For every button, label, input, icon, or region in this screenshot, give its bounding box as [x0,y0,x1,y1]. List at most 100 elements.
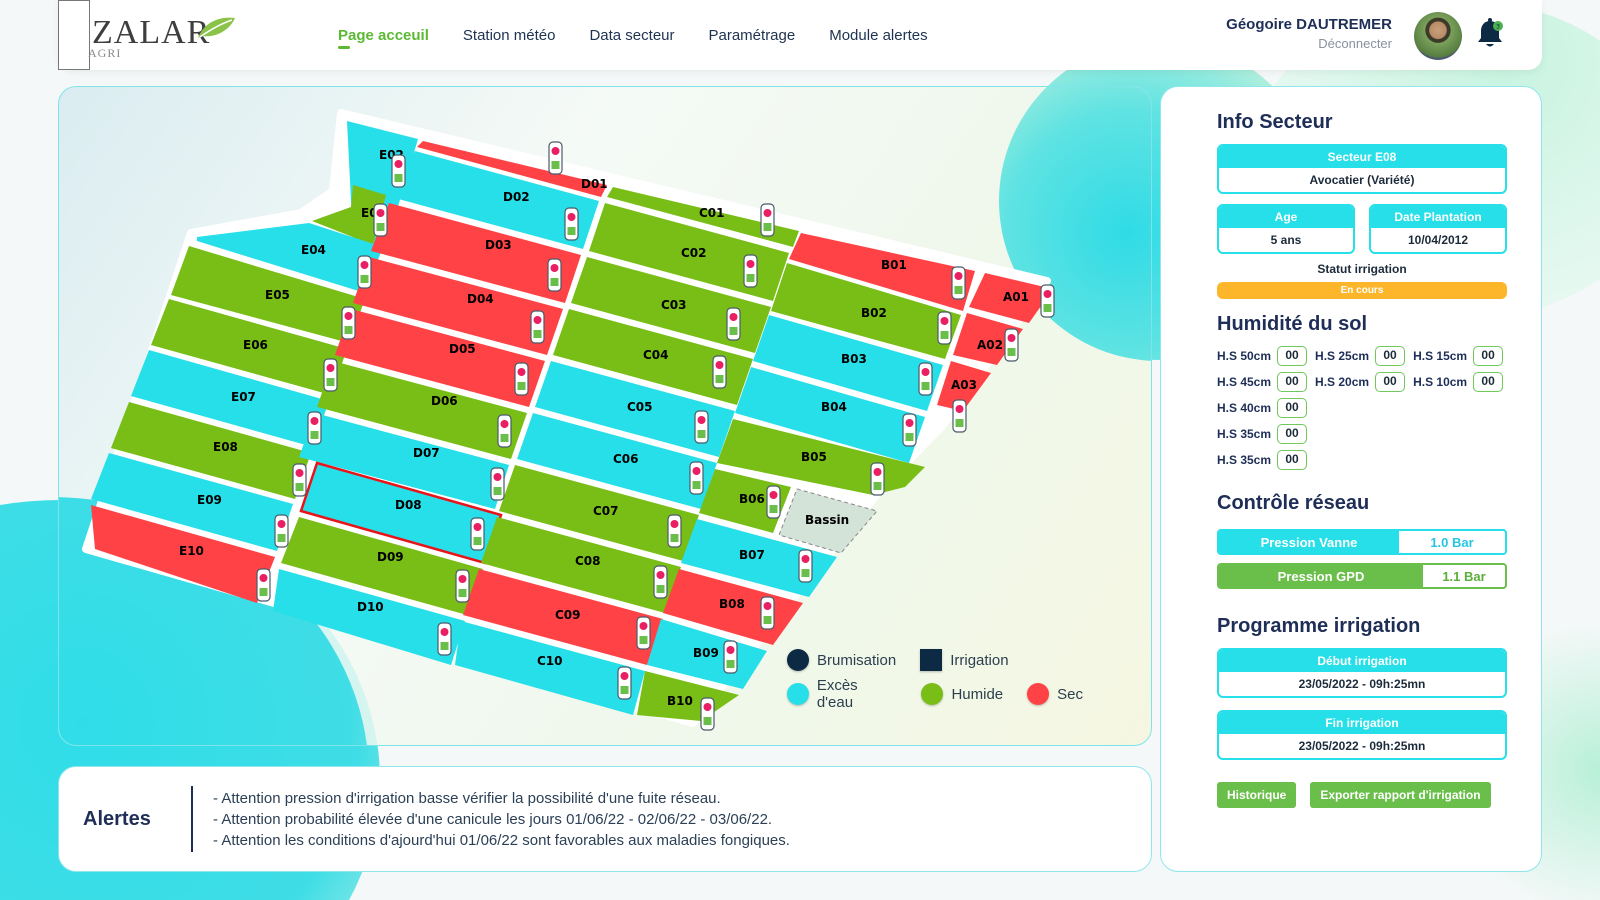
nav-parametrage[interactable]: Paramétrage [708,26,796,44]
sector-bassin[interactable]: Bassin [778,488,878,554]
network-title: Contrôle réseau [1217,492,1370,514]
humidity-value: 00 [1277,424,1308,444]
gpd-pressure-label: Pression GPD [1219,565,1423,587]
valve-icon [490,467,505,501]
valve-icon [391,154,406,188]
sector-C01[interactable]: C01 [607,187,799,247]
alerts-title: Alertes [83,807,151,830]
sector-A03[interactable]: A03 [937,361,991,411]
nav-page-accueil[interactable]: Page acceuil [338,26,429,49]
logo[interactable]: ZALAR AGRI [58,0,238,70]
leaf-icon [198,17,235,38]
export-report-button[interactable]: Exporter rapport d'irrigation [1310,782,1491,808]
gpd-pressure-value: 1.1 Bar [1442,568,1486,584]
sector-name: Secteur E08 [1219,146,1505,168]
humidity-value: 00 [1277,398,1308,418]
valve-icon [341,306,356,340]
humidity-value: 00 [1473,346,1504,366]
irrigation-swatch-icon [920,649,943,671]
valve-icon [902,413,917,447]
sector-E05[interactable]: E05 [171,246,365,343]
valve-icon [653,565,668,599]
svg-text:D02: D02 [503,190,530,204]
sector-C07[interactable]: C07 [499,465,699,561]
sector-D01[interactable]: D01 [417,141,608,197]
sector-B02[interactable]: B02 [771,263,961,359]
svg-text:D05: D05 [449,342,476,356]
humidity-value: 00 [1375,346,1406,366]
valve-icon [726,307,741,341]
legend-label: Humide [951,685,1004,703]
humidity-value: 00 [1277,372,1308,392]
nav-station-meteo[interactable]: Station météo [462,26,556,44]
legend-exces-eau: Excès d'eau [787,677,897,711]
sector-D02[interactable]: D02 [391,151,599,249]
age-label: Age [1219,206,1353,228]
svg-text:D07: D07 [413,446,440,460]
logout-link[interactable]: Déconnecter [1318,36,1392,51]
valve-icon [437,622,452,656]
valve-icon [951,266,966,300]
sector-C09[interactable]: C09 [463,569,663,665]
valve-icon [530,310,545,344]
sector-B07[interactable]: B07 [681,519,837,597]
sector-D05[interactable]: D05 [335,309,545,407]
humidity-sensor: H.S 10cm 00 [1413,372,1504,392]
sector-C02[interactable]: C02 [589,203,789,301]
irrigation-end-label: Fin irrigation [1219,712,1505,734]
svg-text:C10: C10 [537,654,563,668]
sector-D06[interactable]: D06 [317,361,527,459]
nav-module-alertes[interactable]: Module alertes [829,26,928,44]
svg-text:B10: B10 [667,694,693,708]
sector-C04[interactable]: C04 [553,309,753,405]
sector-B01[interactable]: B01 [789,233,975,311]
sector-C06[interactable]: C06 [517,413,717,509]
alert-item: - Attention pression d'irrigation basse … [213,789,721,807]
svg-text:D06: D06 [431,394,458,408]
nav-data-secteur[interactable]: Data secteur [589,26,675,44]
sector-C08[interactable]: C08 [481,517,681,613]
svg-text:C08: C08 [575,554,601,568]
humidity-sensor: H.S 35cm 00 [1217,424,1308,444]
valve-icon [743,254,758,288]
irrigation-start-card: Début irrigation 23/05/2022 - 09h:25mn [1217,648,1507,698]
sector-D04[interactable]: D04 [353,257,563,355]
irrigation-status-badge: En cours [1217,282,1507,299]
sector-card: Secteur E08 Avocatier (Variété) [1217,144,1507,194]
logo-text: ZALAR [92,14,211,51]
sector-B09[interactable]: B09 [647,619,767,689]
svg-text:E05: E05 [265,288,290,302]
svg-text:B02: B02 [861,306,887,320]
sector-info-panel: Info Secteur Secteur E08 Avocatier (Vari… [1160,86,1542,872]
sector-C05[interactable]: C05 [535,361,735,457]
humidity-sensor: H.S 35cm 00 [1217,450,1308,470]
avatar[interactable] [1414,12,1462,60]
valve-icon [700,697,715,731]
valve-icon [712,355,727,389]
user-info: Géogoire DAUTREMER Déconnecter [1226,16,1392,51]
sector-E04[interactable]: E04 [197,223,383,293]
sector-E08[interactable]: E08 [111,402,311,499]
sector-C10[interactable]: C10 [455,621,645,715]
sector-D07[interactable]: D07 [299,413,509,509]
user-name: Géogoire DAUTREMER [1226,16,1392,33]
svg-text:E04: E04 [301,243,326,257]
history-button[interactable]: Historique [1217,782,1297,808]
sector-E06[interactable]: E06 [151,299,347,395]
valve-icon [689,461,704,495]
legend-label: Irrigation [950,651,1009,669]
irrigation-start-value: 23/05/2022 - 09h:25mn [1298,677,1426,691]
sector-C03[interactable]: C03 [571,257,771,353]
alert-item: - Attention probabilité élevée d'une can… [213,810,773,828]
valve-icon [617,666,632,700]
top-header: ZALAR AGRI Page acceuil Station météo Da… [58,0,1542,70]
svg-text:E09: E09 [197,493,222,507]
sector-B03[interactable]: B03 [753,315,943,411]
logo-frame [58,0,90,70]
sector-E07[interactable]: E07 [131,350,329,447]
legend-irrigation: Irrigation [920,649,1009,671]
bell-icon[interactable]: 3 [1476,18,1504,50]
sector-B04[interactable]: B04 [735,367,925,463]
svg-text:C07: C07 [593,504,619,518]
sector-D03[interactable]: D03 [371,203,581,303]
